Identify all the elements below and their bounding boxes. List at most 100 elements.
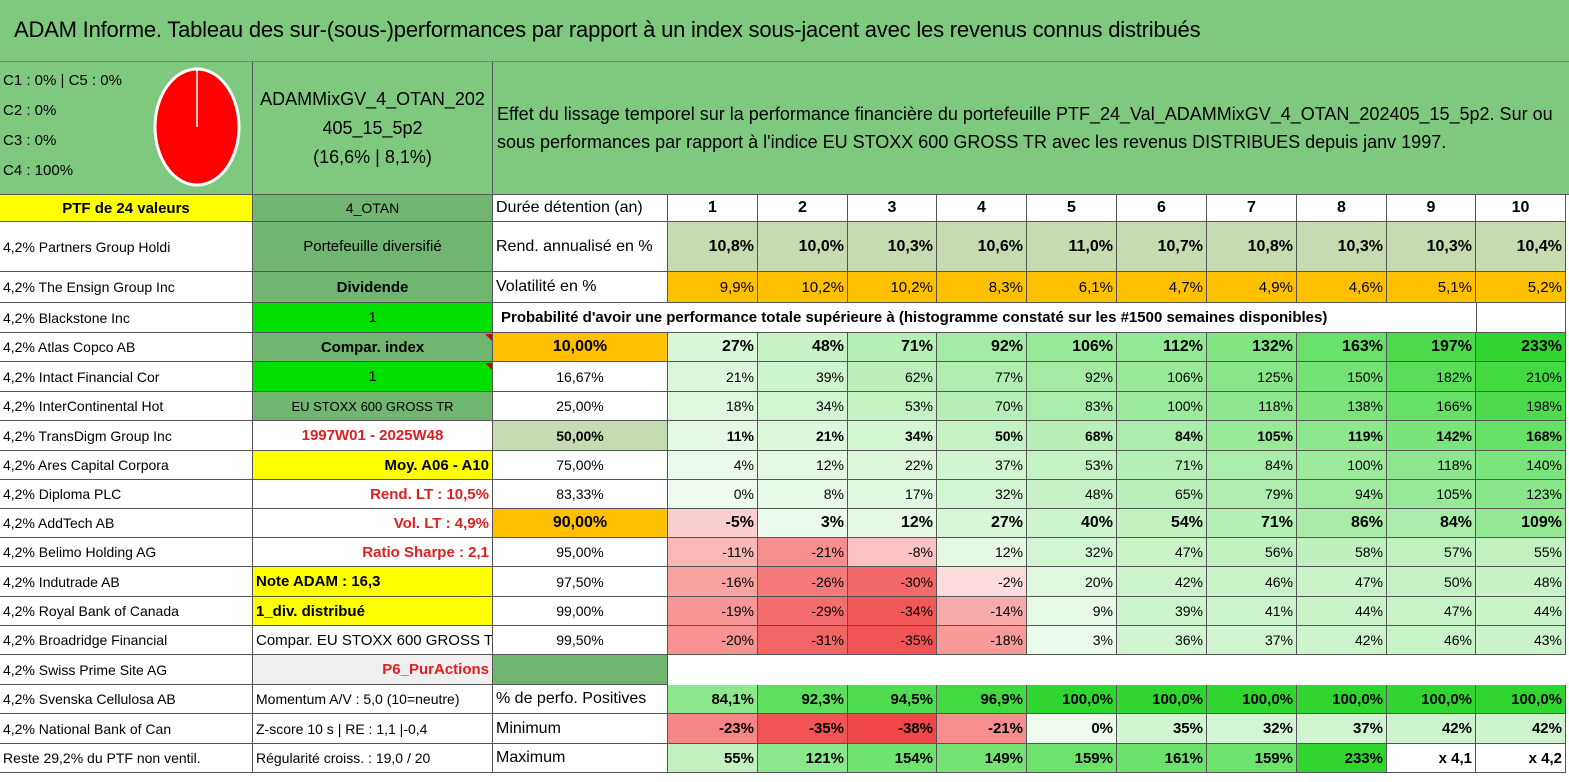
- probability-value: 34%: [758, 392, 848, 421]
- year-header: 4: [937, 195, 1027, 222]
- return-value: 10,8%: [668, 222, 758, 272]
- probability-value: 71%: [1207, 509, 1297, 538]
- probability-value: 68%: [1027, 421, 1117, 451]
- probability-value: 53%: [848, 392, 937, 421]
- probability-value: 65%: [1117, 480, 1207, 509]
- volatility-value: 10,2%: [848, 272, 937, 303]
- probability-value: 44%: [1297, 597, 1387, 626]
- probability-value: 36%: [1117, 626, 1207, 655]
- volatility-value: 5,2%: [1476, 272, 1566, 303]
- probability-value: -19%: [668, 597, 758, 626]
- holding-row: 4,2% TransDigm Group Inc: [0, 421, 253, 451]
- portfolio-name-line: ADAMMixGV_4_OTAN_202: [260, 88, 485, 109]
- holding-row: 4,2% Diploma PLC: [0, 480, 253, 509]
- holding-row: 4,2% National Bank of Can: [0, 714, 253, 744]
- probability-value: -16%: [668, 567, 758, 597]
- probability-value: 100%: [1117, 392, 1207, 421]
- info-cell: Note ADAM : 16,3: [253, 567, 493, 597]
- probability-value: -14%: [937, 597, 1027, 626]
- probability-value: 233%: [1476, 333, 1566, 362]
- probability-value: 21%: [668, 362, 758, 392]
- info-cell: Z-score 10 s | RE : 1,1 |-0,4: [253, 714, 493, 744]
- probability-value: 32%: [1027, 538, 1117, 567]
- probability-value: 43%: [1476, 626, 1566, 655]
- probability-value: 94%: [1297, 480, 1387, 509]
- probability-value: 22%: [848, 451, 937, 480]
- year-header: 10: [1476, 195, 1566, 222]
- probability-value: 123%: [1476, 480, 1566, 509]
- summary-value: 100,0%: [1476, 685, 1566, 714]
- portfolio-name-line: 405_15_5p2: [322, 117, 423, 138]
- info-cell: EU STOXX 600 GROSS TR: [253, 392, 493, 421]
- year-header: 1: [668, 195, 758, 222]
- holding-row: 4,2% Swiss Prime Site AG: [0, 655, 253, 685]
- holding-row: 4,2% Belimo Holding AG: [0, 538, 253, 567]
- probability-value: -26%: [758, 567, 848, 597]
- portfolio-name-panel: ADAMMixGV_4_OTAN_202 405_15_5p2 (16,6% | 8…: [253, 62, 493, 195]
- probability-value: 84%: [1117, 421, 1207, 451]
- probability-value: 42%: [1297, 626, 1387, 655]
- probability-value: 40%: [1027, 509, 1117, 538]
- volatility-value: 4,7%: [1117, 272, 1207, 303]
- probability-value: 125%: [1207, 362, 1297, 392]
- probability-value: 70%: [937, 392, 1027, 421]
- probability-threshold: 97,50%: [493, 567, 668, 597]
- probability-value: 27%: [668, 333, 758, 362]
- probability-value: 197%: [1387, 333, 1476, 362]
- probability-value: 57%: [1387, 538, 1476, 567]
- probability-threshold: 83,33%: [493, 480, 668, 509]
- summary-value: 0%: [1027, 714, 1117, 744]
- probability-value: 168%: [1476, 421, 1566, 451]
- summary-value: 37%: [1297, 714, 1387, 744]
- probability-value: -34%: [848, 597, 937, 626]
- probability-value: 47%: [1117, 538, 1207, 567]
- probability-value: 210%: [1476, 362, 1566, 392]
- holding-row: 4,2% Indutrade AB: [0, 567, 253, 597]
- probability-threshold: 10,00%: [493, 333, 668, 362]
- summary-value: 121%: [758, 744, 848, 773]
- holding-row: 4,2% InterContinental Hot: [0, 392, 253, 421]
- probability-value: 0%: [668, 480, 758, 509]
- info-cell: 1_div. distribué: [253, 597, 493, 626]
- probability-value: 37%: [937, 451, 1027, 480]
- summary-value: 94,5%: [848, 685, 937, 714]
- probability-threshold: 25,00%: [493, 392, 668, 421]
- summary-value: -21%: [937, 714, 1027, 744]
- return-value: 10,6%: [937, 222, 1027, 272]
- probability-value: 84%: [1387, 509, 1476, 538]
- volatility-value: 4,9%: [1207, 272, 1297, 303]
- return-value: 10,7%: [1117, 222, 1207, 272]
- probability-label: Probabilité d'avoir une performance tota…: [493, 303, 1477, 333]
- summary-value: 159%: [1207, 744, 1297, 773]
- info-cell: Compar. index: [253, 333, 493, 362]
- report-title-bar: ADAM Informe. Tableau des sur-(sous-)per…: [0, 0, 1569, 62]
- summary-value: 32%: [1207, 714, 1297, 744]
- probability-value: 140%: [1476, 451, 1566, 480]
- volatility-value: 8,3%: [937, 272, 1027, 303]
- year-header: 2: [758, 195, 848, 222]
- probability-value: 8%: [758, 480, 848, 509]
- probability-value: 62%: [848, 362, 937, 392]
- probability-value: -8%: [848, 538, 937, 567]
- probability-value: 4%: [668, 451, 758, 480]
- probability-value: 150%: [1297, 362, 1387, 392]
- probability-value: 92%: [937, 333, 1027, 362]
- probability-value: 86%: [1297, 509, 1387, 538]
- volatility-value: 5,1%: [1387, 272, 1476, 303]
- probability-threshold: 99,50%: [493, 626, 668, 655]
- probability-value: 47%: [1387, 597, 1476, 626]
- holding-row: 4,2% Partners Group Holdi: [0, 222, 253, 272]
- summary-value: 100,0%: [1207, 685, 1297, 714]
- info-cell: Moy. A06 - A10: [253, 451, 493, 480]
- probability-value: 83%: [1027, 392, 1117, 421]
- probability-value: 3%: [758, 509, 848, 538]
- allocation-line: C4 : 100%: [3, 162, 74, 179]
- probability-value: 166%: [1387, 392, 1476, 421]
- summary-value: 42%: [1476, 714, 1566, 744]
- report-description: Effet du lissage temporel sur la perform…: [493, 62, 1569, 195]
- holdings-header: PTF de 24 valeurs: [0, 195, 253, 222]
- duration-label: Durée détention (an): [493, 195, 668, 222]
- info-cell: Dividende: [253, 272, 493, 303]
- probability-value: 105%: [1387, 480, 1476, 509]
- volatility-value: 6,1%: [1027, 272, 1117, 303]
